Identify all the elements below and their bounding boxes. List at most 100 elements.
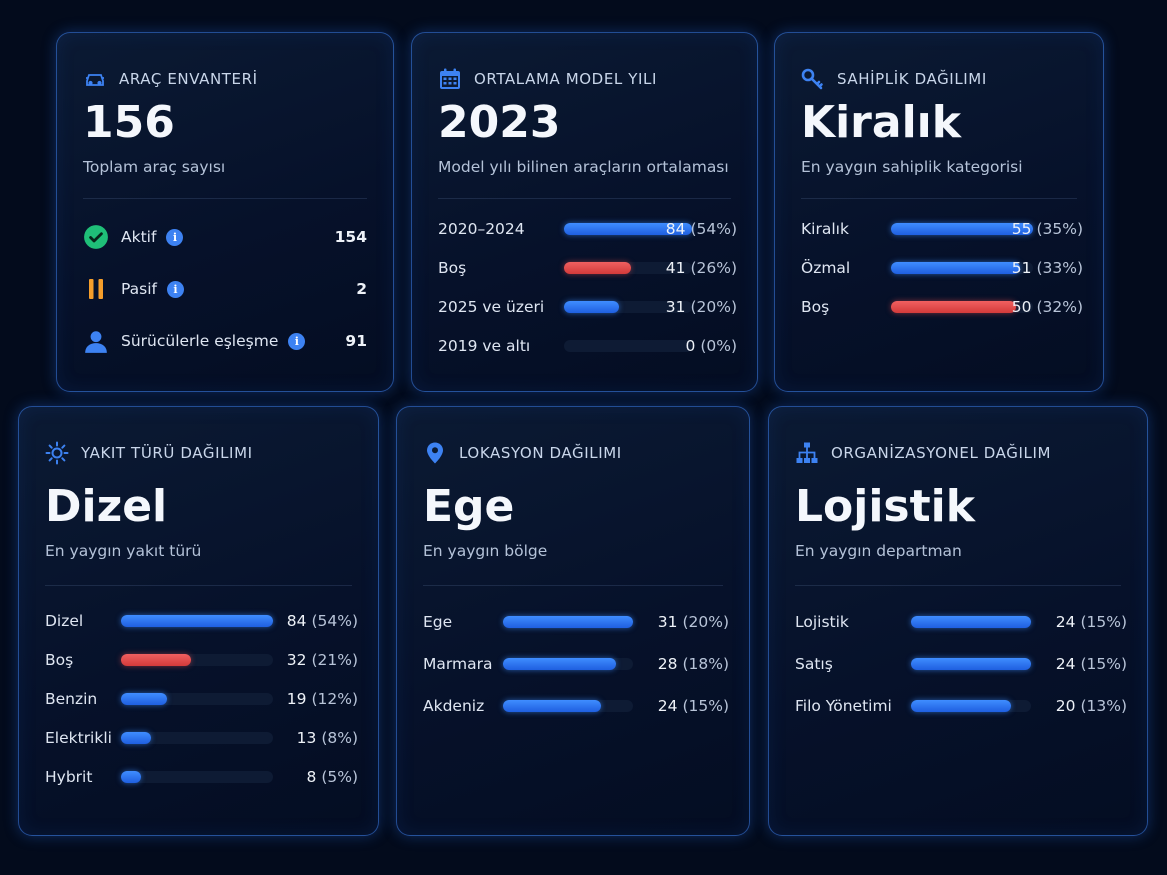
row-label: 2020–2024 [438,220,525,238]
distribution-row: Hybrit 8 (5%) [45,765,358,789]
card-subtitle: En yaygın sahiplik kategorisi [801,158,1023,176]
fuel-card: YAKIT TÜRÜ DAĞILIMI Dizel En yaygın yakı… [18,406,379,836]
bar-track [503,658,633,670]
average-model-year: 2023 [438,97,561,148]
row-percent: (33%) [1036,259,1083,277]
row-label: Satış [795,655,833,673]
most-common-fuel: Dizel [45,481,168,532]
row-value: 84 (54%) [287,612,358,630]
row-percent: (26%) [690,259,737,277]
divider [801,198,1077,199]
divider [83,198,367,199]
distribution-row: 2020–2024 84 (54%) [438,217,737,241]
row-value: 20 (13%) [1056,697,1127,715]
bar-track [503,700,633,712]
bar-fill [121,732,151,744]
row-label: Boş [801,298,830,316]
distribution-row: Akdeniz 24 (15%) [423,694,729,718]
bar-fill [891,262,1020,274]
card-title: LOKASYON DAĞILIMI [459,444,622,462]
bar-fill [911,616,1031,628]
stat-active: Aktif i 154 [83,223,367,251]
row-percent: (12%) [311,690,358,708]
row-count: 24 [1055,613,1076,631]
bar-fill [121,693,167,705]
bar-track [911,700,1031,712]
bar-fill [891,223,1033,235]
row-count: 31 [665,298,686,316]
row-value: 13 (8%) [297,729,358,747]
bar-fill [121,771,141,783]
distribution-row: 2019 ve altı 0 (0%) [438,334,737,358]
row-count: 0 [685,337,696,355]
card-subtitle: En yaygın departman [795,542,962,560]
row-count: 28 [657,655,678,673]
info-icon[interactable]: i [166,228,184,246]
stat-label: Aktif [121,228,157,246]
row-label: Elektrikli [45,729,112,747]
row-value: 24 (15%) [1056,613,1127,631]
car-icon [86,74,104,86]
row-label: Boş [438,259,467,277]
row-label: 2019 ve altı [438,337,531,355]
row-count: 55 [1011,220,1032,238]
row-value: 50 (32%) [1012,298,1083,316]
bar-track [891,262,1033,274]
stat-value: 91 [345,332,367,350]
distribution-row: Boş 32 (21%) [45,648,358,672]
bar-track [564,262,692,274]
row-value: 31 (20%) [666,298,737,316]
divider [795,585,1121,586]
distribution-row: Filo Yönetimi 20 (13%) [795,694,1127,718]
ownership-card: SAHİPLİK DAĞILIMI Kiralık En yaygın sahi… [774,32,1104,392]
row-value: 8 (5%) [307,768,359,786]
info-icon[interactable]: i [167,280,184,298]
bar-fill [911,700,1011,712]
row-value: 0 (0%) [686,337,738,355]
most-common-ownership: Kiralık [801,97,961,148]
info-icon[interactable]: i [288,332,306,350]
row-count: 84 [665,220,686,238]
row-percent: (20%) [690,298,737,316]
row-value: 51 (33%) [1012,259,1083,277]
row-percent: (8%) [321,729,358,747]
row-count: 51 [1011,259,1032,277]
card-subtitle: Model yılı bilinen araçların ortalaması [438,158,729,176]
fuel-header: YAKIT TÜRÜ DAĞILIMI [45,441,253,465]
bar-fill [911,658,1031,670]
row-value: 84 (54%) [666,220,737,238]
row-count: 20 [1055,697,1076,715]
row-percent: (21%) [311,651,358,669]
row-value: 19 (12%) [287,690,358,708]
card-title: YAKIT TÜRÜ DAĞILIMI [81,444,253,462]
row-label: Ege [423,613,453,631]
stat-label: Sürücülerle eşleşme [121,332,279,350]
divider [45,585,352,586]
location-header: LOKASYON DAĞILIMI [423,441,622,465]
bar-track [121,693,273,705]
row-percent: (0%) [700,337,737,355]
divider [423,585,723,586]
row-percent: (15%) [1080,613,1127,631]
location-card: LOKASYON DAĞILIMI Ege En yaygın bölge Eg… [396,406,750,836]
most-common-region: Ege [423,481,515,532]
row-count: 24 [657,697,678,715]
organization-header: ORGANİZASYONEL DAĞILIM [795,441,1051,465]
row-percent: (32%) [1036,298,1083,316]
row-value: 31 (20%) [658,613,729,631]
card-subtitle: En yaygın yakıt türü [45,542,202,560]
row-label: Kiralık [801,220,849,238]
bar-fill [121,615,273,627]
row-label: Akdeniz [423,697,485,715]
map-pin-icon [427,442,443,464]
card-title: SAHİPLİK DAĞILIMI [837,70,987,88]
row-value: 55 (35%) [1012,220,1083,238]
distribution-row: Boş 41 (26%) [438,256,737,280]
distribution-row: Özmal 51 (33%) [801,256,1083,280]
row-label: Marmara [423,655,493,673]
bar-track [121,654,273,666]
card-subtitle: En yaygın bölge [423,542,548,560]
row-label: Boş [45,651,74,669]
row-count: 50 [1011,298,1032,316]
distribution-row: Satış 24 (15%) [795,652,1127,676]
